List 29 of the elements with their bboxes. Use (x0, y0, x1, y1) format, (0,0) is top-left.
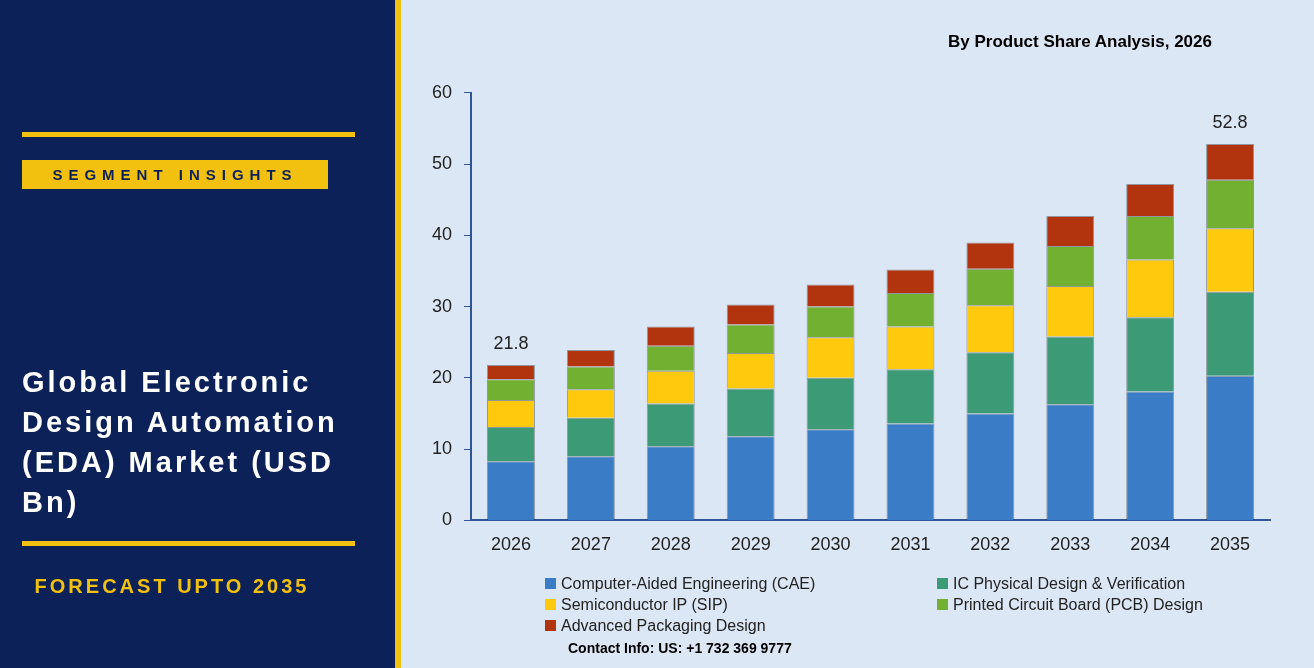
x-tick-label: 2026 (490, 534, 531, 555)
total-label: 21.8 (493, 333, 529, 354)
y-tick-label: 10 (431, 438, 453, 459)
legend-label: Advanced Packaging Design (560, 616, 767, 636)
y-tick-label: 60 (431, 81, 453, 102)
text: FORECAST UPTO 2035 (33, 574, 311, 599)
chart-subtitle: By Product Share Analysis, 2026 (947, 32, 1213, 52)
x-tick-label: 2029 (730, 534, 771, 555)
x-tick-label: 2030 (810, 534, 851, 555)
legend-label: Semiconductor IP (SIP) (560, 595, 729, 615)
y-tick-label: 20 (431, 366, 453, 387)
y-tick-label: 30 (431, 295, 453, 316)
x-tick-label: 2033 (1050, 534, 1091, 555)
text: SEGMENT INSIGHTS (22, 160, 328, 189)
x-tick-label: 2028 (650, 534, 691, 555)
x-tick-label: 2031 (890, 534, 931, 555)
x-tick-label: 2035 (1210, 534, 1251, 555)
text: Global Electronic Design Automation (EDA) Market (USD Bn) (22, 365, 339, 520)
y-tick-label: 40 (431, 224, 453, 245)
legend-label: IC Physical Design & Verification (952, 574, 1187, 594)
x-tick-label: 2034 (1130, 534, 1171, 555)
text: Contact Info: US: +1 732 369 9777 (568, 640, 792, 656)
legend-label: Printed Circuit Board (PCB) Design (952, 595, 1204, 615)
y-tick-label: 50 (431, 153, 453, 174)
total-label: 52.8 (1212, 112, 1248, 133)
y-tick-label: 0 (442, 509, 453, 530)
x-tick-label: 2032 (970, 534, 1011, 555)
legend-label: Computer-Aided Engineering (CAE) (560, 574, 817, 594)
x-tick-label: 2027 (570, 534, 611, 555)
